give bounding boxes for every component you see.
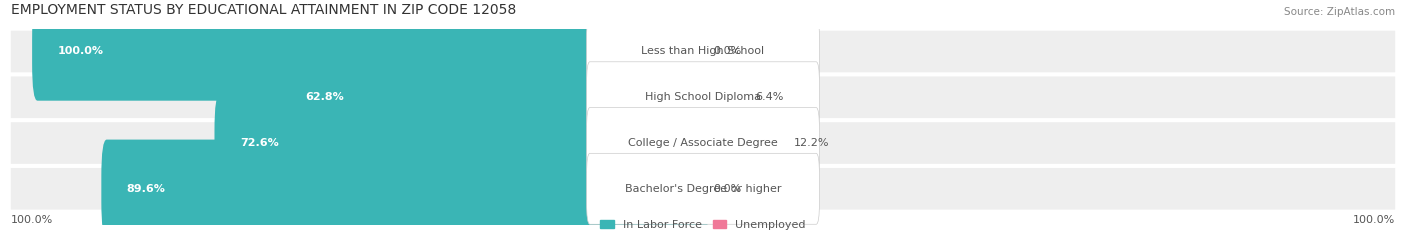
FancyBboxPatch shape [11,168,1395,210]
FancyBboxPatch shape [101,140,709,233]
FancyBboxPatch shape [697,94,790,192]
FancyBboxPatch shape [215,94,709,192]
Text: 100.0%: 100.0% [58,47,104,56]
Text: High School Diploma: High School Diploma [645,92,761,102]
FancyBboxPatch shape [280,48,709,147]
Text: 0.0%: 0.0% [713,184,741,194]
FancyBboxPatch shape [11,31,1395,72]
FancyBboxPatch shape [11,76,1395,118]
Text: College / Associate Degree: College / Associate Degree [628,138,778,148]
Text: 100.0%: 100.0% [1353,216,1395,225]
Text: 12.2%: 12.2% [794,138,830,148]
Text: 89.6%: 89.6% [127,184,166,194]
Text: 6.4%: 6.4% [755,92,785,102]
FancyBboxPatch shape [32,2,709,101]
Text: Bachelor's Degree or higher: Bachelor's Degree or higher [624,184,782,194]
Text: 0.0%: 0.0% [713,47,741,56]
Text: Source: ZipAtlas.com: Source: ZipAtlas.com [1284,7,1395,17]
FancyBboxPatch shape [586,108,820,178]
Text: 62.8%: 62.8% [305,92,343,102]
Text: Less than High School: Less than High School [641,47,765,56]
Text: 100.0%: 100.0% [11,216,53,225]
FancyBboxPatch shape [586,62,820,133]
Text: EMPLOYMENT STATUS BY EDUCATIONAL ATTAINMENT IN ZIP CODE 12058: EMPLOYMENT STATUS BY EDUCATIONAL ATTAINM… [11,3,516,17]
Legend: In Labor Force, Unemployed: In Labor Force, Unemployed [600,219,806,230]
FancyBboxPatch shape [586,153,820,224]
FancyBboxPatch shape [11,122,1395,164]
FancyBboxPatch shape [586,16,820,87]
FancyBboxPatch shape [697,48,751,147]
Text: 72.6%: 72.6% [240,138,278,148]
